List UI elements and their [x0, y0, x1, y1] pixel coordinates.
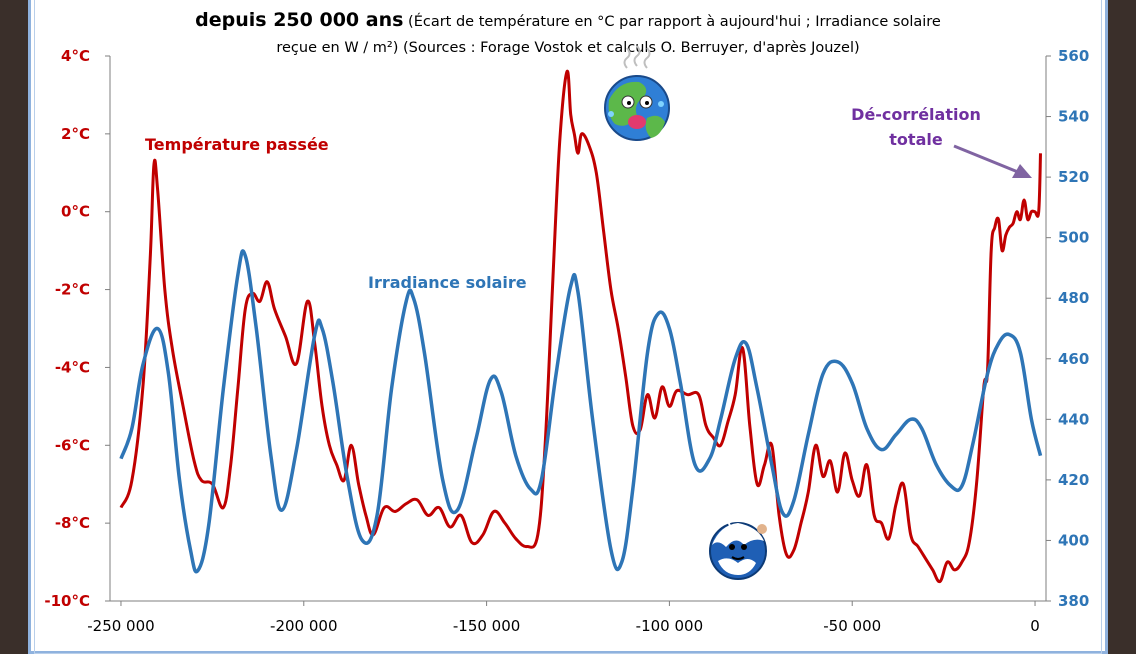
hot-earth-icon	[604, 45, 670, 141]
x-tick-label: -150 000	[453, 617, 520, 635]
x-tick-label: -100 000	[636, 617, 703, 635]
left-tick-label: -8°C	[55, 514, 90, 532]
right-tick-label: 460	[1058, 350, 1089, 368]
series-irradiance-line	[119, 249, 1043, 574]
x-tick-label: 0	[1030, 617, 1040, 635]
left-tick-label: -10°C	[44, 592, 90, 610]
label-temperature: Température passée	[145, 135, 329, 154]
annotation-line2: totale	[889, 130, 943, 149]
left-tick-label: 0°C	[61, 203, 90, 221]
slide-frame-outer	[28, 0, 1108, 654]
right-tick-label: 540	[1058, 108, 1089, 126]
left-axis-ticks: 4°C 2°C 0°C -2°C -4°C -6°C -8°C -10°C	[44, 47, 110, 610]
right-tick-label: 420	[1058, 471, 1089, 489]
annotation-line1: Dé-corrélation	[851, 105, 981, 124]
annotation-arrow	[953, 144, 1032, 178]
left-tick-label: -4°C	[55, 358, 90, 376]
left-tick-label: -6°C	[55, 436, 90, 454]
right-tick-label: 380	[1058, 592, 1089, 610]
right-tick-label: 400	[1058, 531, 1089, 549]
right-axis-ticks: 560 540 520 500 480 460 440 420 400 380	[1046, 47, 1089, 610]
x-tick-label: -50 000	[823, 617, 881, 635]
chart-title-line2: reçue en W / m²) (Sources : Forage Vosto…	[276, 40, 859, 56]
left-tick-label: 4°C	[61, 47, 90, 65]
left-tick-label: 2°C	[61, 125, 90, 143]
x-axis-ticks: -250 000 -200 000 -150 000 -100 000 -50 000 0	[87, 601, 1040, 635]
left-tick-label: -2°C	[55, 281, 90, 299]
right-tick-label: 560	[1058, 47, 1089, 65]
cold-earth-icon	[709, 515, 768, 580]
chart-title-line1: depuis 250 000 ans (Écart de température…	[195, 9, 941, 31]
right-tick-label: 440	[1058, 410, 1089, 428]
chart-title-bold: depuis 250 000 ans	[195, 9, 403, 31]
right-tick-label: 500	[1058, 229, 1089, 247]
right-tick-label: 520	[1058, 168, 1089, 186]
slide: depuis 250 000 ans (Écart de température…	[28, 0, 1108, 654]
right-tick-label: 480	[1058, 289, 1089, 307]
label-irradiance: Irradiance solaire	[368, 273, 527, 292]
chart-title-rest: (Écart de température en °C par rapport …	[403, 13, 940, 30]
x-tick-label: -200 000	[270, 617, 337, 635]
x-tick-label: -250 000	[87, 617, 154, 635]
series-temperature-line	[119, 70, 1042, 584]
chart: depuis 250 000 ans (Écart de température…	[44, 9, 1089, 635]
